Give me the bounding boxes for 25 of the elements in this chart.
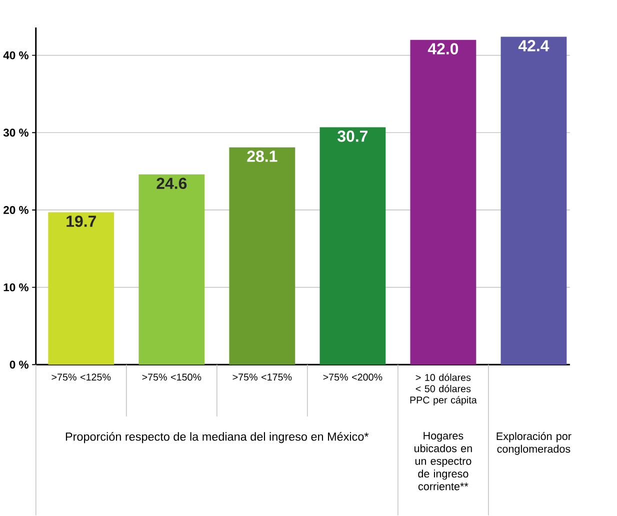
data-label: 42.0 [428, 43, 458, 55]
x-tick-label: >75% <125% [52, 374, 111, 381]
x-tick-label: >75% <200% [323, 374, 382, 381]
data-label: 24.6 [156, 178, 187, 190]
text: Exploración por conglomerados [496, 432, 572, 455]
data-label: 30.7 [338, 130, 368, 142]
data-label: 19.7 [66, 216, 96, 228]
data-label: 28.1 [247, 150, 278, 162]
x-tick-label: >75% <175% [232, 374, 292, 381]
bar [138, 174, 205, 365]
y-tick-label: 10 % [4, 283, 28, 292]
bar [410, 40, 476, 365]
text: Hogares ubicados en un espectro de ingreso corriente** [414, 432, 472, 490]
bar [320, 127, 386, 365]
x-tick-label: > 10 dólares < 50 dólares PPC per cápita [410, 374, 477, 406]
data-label: 42.4 [518, 40, 550, 52]
y-tick-label: 0 % [10, 360, 28, 369]
bar [48, 212, 114, 365]
y-tick-label: 30 % [3, 128, 28, 137]
text: Proporción respecto de la mediana del ingreso en México* [66, 432, 369, 444]
bar [500, 36, 567, 365]
y-tick-label: 40 % [3, 51, 28, 60]
bar [229, 147, 296, 365]
x-tick-label: >75% <150% [142, 374, 202, 381]
y-tick-label: 20 % [4, 206, 28, 214]
